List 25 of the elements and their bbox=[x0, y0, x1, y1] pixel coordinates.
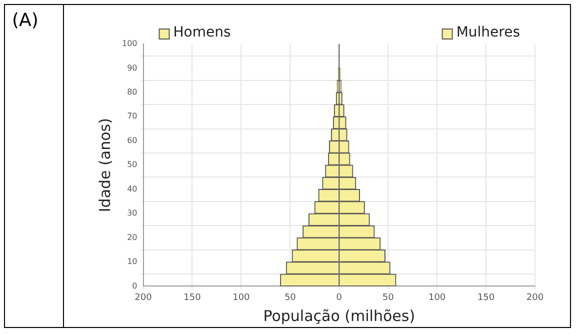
y-tick-label: 100 bbox=[122, 39, 138, 48]
x-tick-label: 150 bbox=[477, 292, 495, 303]
y-tick-label: 50 bbox=[127, 160, 138, 170]
y-tick-label: 70 bbox=[127, 112, 138, 121]
x-tick-label: 200 bbox=[134, 292, 152, 303]
y-tick-label: 90 bbox=[127, 63, 138, 72]
x-tick-label: 50 bbox=[284, 292, 296, 303]
y-tick-label: 30 bbox=[127, 208, 138, 218]
x-tick-label: 200 bbox=[526, 292, 544, 303]
text: (A) bbox=[12, 10, 38, 31]
legend-label: Homens bbox=[173, 24, 231, 41]
legend-label: Mulheres bbox=[456, 24, 520, 41]
x-tick-label: 150 bbox=[184, 292, 202, 303]
x-tick-label: 100 bbox=[232, 292, 250, 303]
y-tick-label: 0 bbox=[132, 281, 138, 290]
x-tick-label: 50 bbox=[382, 292, 394, 303]
y-tick-label: 10 bbox=[127, 257, 138, 266]
y-tick-label: 80 bbox=[127, 88, 138, 97]
y-axis-title: Idade (anos) bbox=[96, 118, 114, 212]
y-tick-label: 40 bbox=[127, 184, 138, 194]
x-axis-title: População (milhões) bbox=[263, 306, 416, 325]
x-tick-label: 0 bbox=[336, 292, 342, 303]
x-tick-label: 100 bbox=[428, 292, 446, 303]
y-tick-label: 60 bbox=[127, 136, 138, 145]
y-tick-label: 20 bbox=[127, 232, 138, 242]
